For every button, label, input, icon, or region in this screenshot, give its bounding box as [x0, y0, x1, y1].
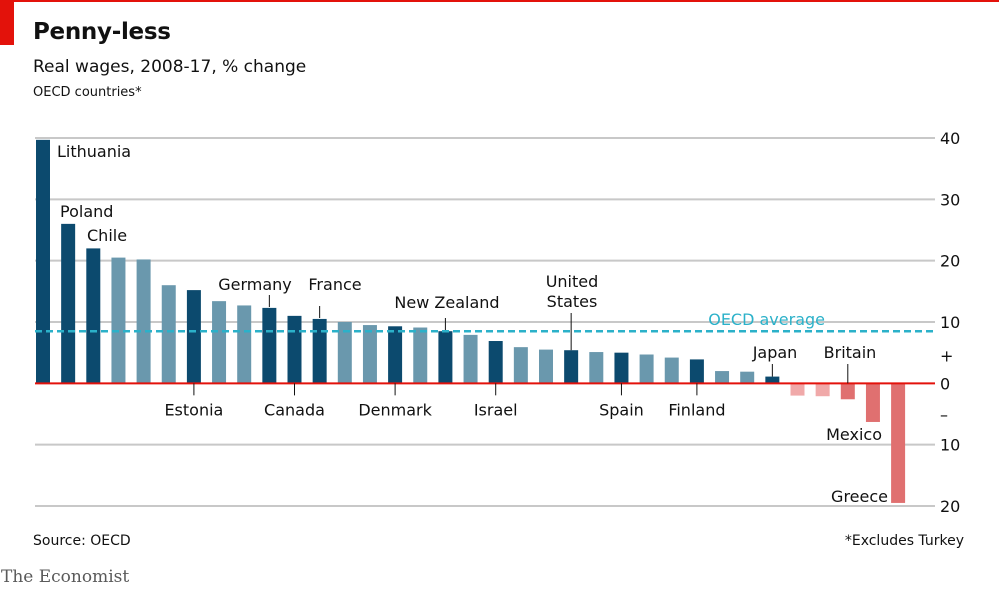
- country-label: Israel: [474, 400, 518, 419]
- bar: [639, 354, 654, 384]
- chart-subtitle: Real wages, 2008-17, % change: [33, 57, 307, 77]
- bar: [564, 350, 579, 384]
- negative-sign-label: –: [940, 405, 948, 424]
- country-label: Britain: [824, 343, 877, 362]
- bar: [463, 334, 478, 384]
- publication-logo: The Economist: [1, 567, 130, 587]
- bar: [186, 290, 201, 384]
- bar: [388, 326, 403, 384]
- positive-sign-label: +: [940, 346, 953, 365]
- y-tick-label: 10: [940, 313, 960, 332]
- bar: [362, 325, 377, 384]
- country-label: France: [308, 275, 361, 294]
- bar: [438, 331, 453, 384]
- bar: [513, 347, 528, 384]
- bar: [413, 327, 428, 384]
- bar: [237, 305, 252, 384]
- y-tick-label: 10: [940, 436, 960, 455]
- bar: [790, 383, 805, 396]
- bar: [865, 383, 880, 422]
- bar: [689, 359, 704, 384]
- bar: [312, 318, 327, 384]
- y-tick-label: 40: [940, 129, 960, 148]
- y-tick-label: 30: [940, 190, 960, 209]
- country-label: Canada: [264, 400, 325, 419]
- y-tick-label: 20: [940, 497, 960, 516]
- country-label: Japan: [752, 343, 798, 362]
- bar: [36, 139, 50, 384]
- country-label: Greece: [831, 487, 888, 506]
- bar: [715, 371, 730, 384]
- bar: [136, 259, 151, 384]
- bar: [212, 301, 227, 384]
- bar: [664, 357, 679, 384]
- country-label: Lithuania: [57, 142, 131, 161]
- bar: [589, 352, 604, 384]
- bar: [262, 307, 277, 384]
- country-label: Denmark: [358, 400, 432, 419]
- country-label: Poland: [60, 202, 113, 221]
- chart-note: OECD countries*: [33, 85, 142, 100]
- oecd-average-label: OECD average: [708, 310, 825, 329]
- country-label: Spain: [599, 400, 644, 419]
- country-label: Chile: [87, 226, 127, 245]
- top-rule: [0, 0, 999, 2]
- bar: [161, 285, 176, 384]
- y-tick-label: 20: [940, 252, 960, 271]
- bar: [815, 383, 830, 397]
- bar: [614, 352, 629, 384]
- bar: [287, 315, 302, 384]
- brand-red-tag: [0, 0, 14, 45]
- bar: [539, 349, 553, 384]
- bar: [488, 341, 503, 384]
- source-note: Source: OECD: [33, 533, 131, 549]
- country-label: Germany: [218, 275, 292, 294]
- country-label: New Zealand: [394, 293, 499, 312]
- footnote: *Excludes Turkey: [844, 533, 964, 549]
- country-label: Estonia: [164, 400, 223, 419]
- country-label: United States: [546, 272, 599, 311]
- bar: [61, 223, 76, 384]
- country-label: Mexico: [826, 425, 882, 444]
- chart-title: Penny-less: [33, 19, 171, 45]
- bar: [891, 383, 906, 503]
- bar: [840, 383, 855, 400]
- bar: [765, 376, 780, 384]
- bar: [86, 248, 101, 384]
- bar: [337, 322, 352, 384]
- y-tick-label: 0: [940, 374, 950, 393]
- country-label: Finland: [668, 400, 725, 419]
- bar: [740, 371, 755, 384]
- bar: [111, 257, 126, 384]
